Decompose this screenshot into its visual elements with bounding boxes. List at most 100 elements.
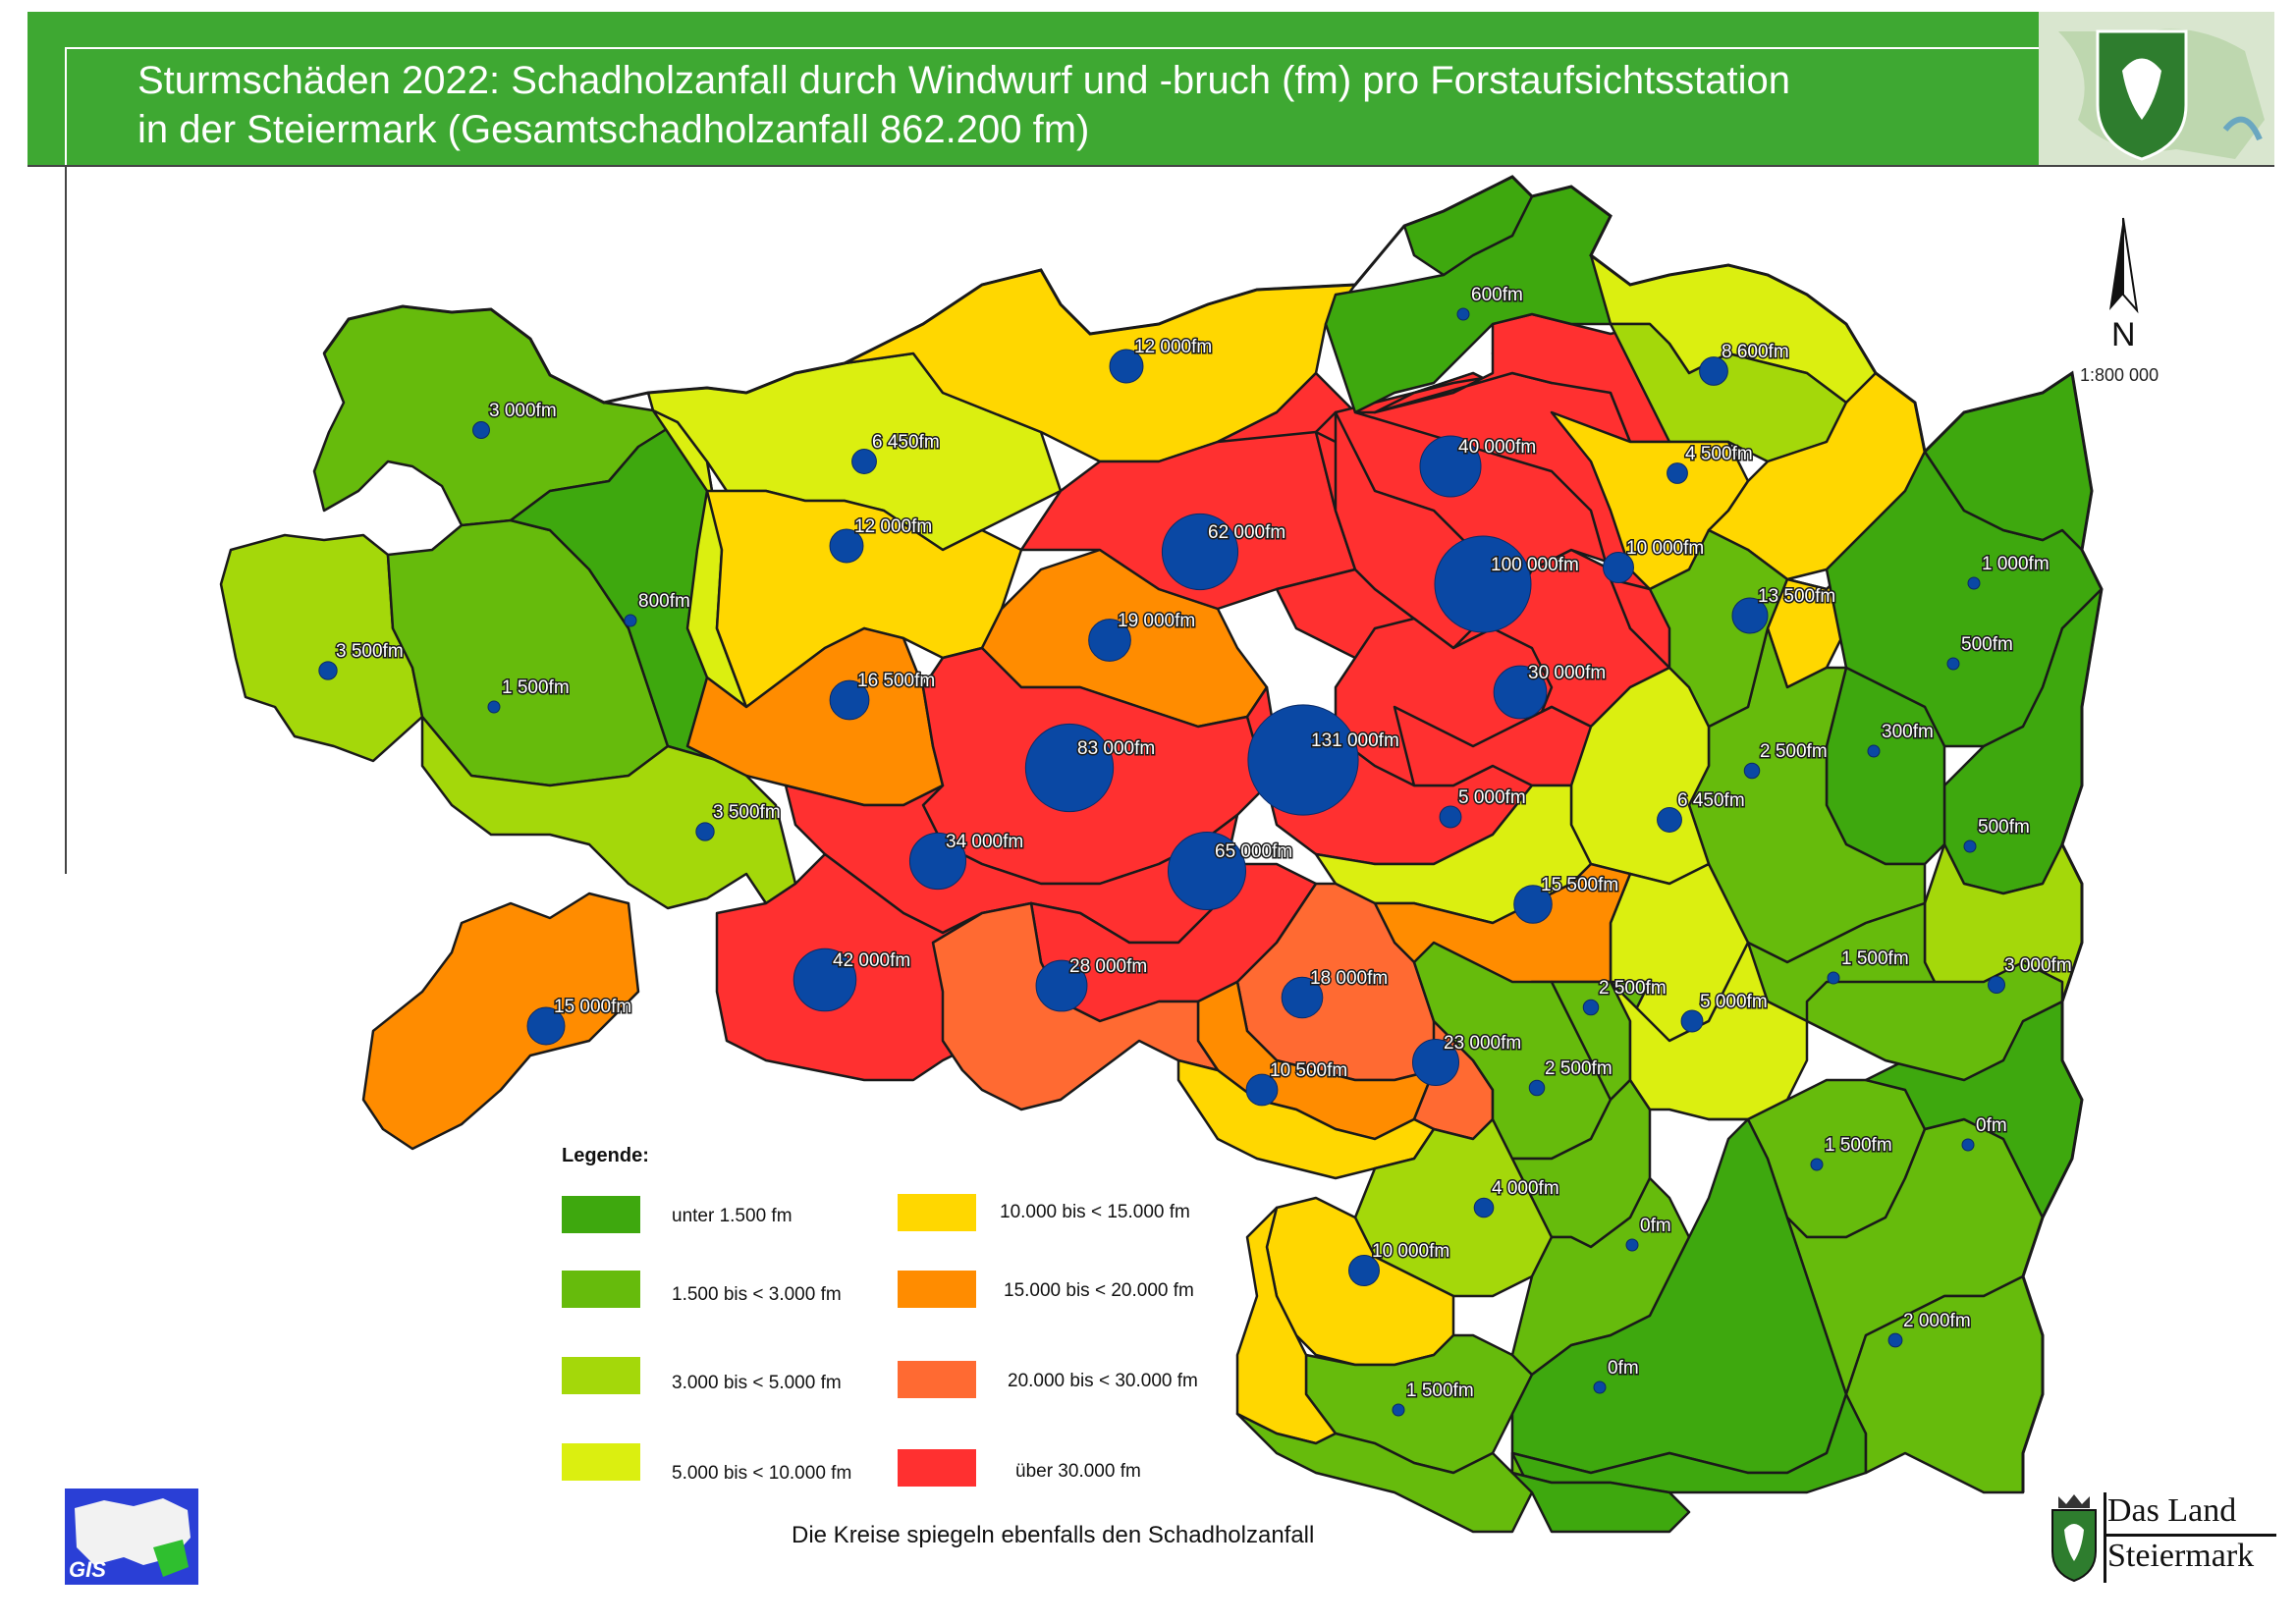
station-circle <box>1035 959 1088 1012</box>
station-label: 10 000fm <box>1372 1241 1449 1262</box>
legend-label-7: 20.000 bis < 30.000 fm <box>1008 1371 1198 1391</box>
station-label: 3 500fm <box>713 802 781 823</box>
station-label: 2 000fm <box>1903 1311 1971 1331</box>
station-circle <box>1167 831 1247 911</box>
region-west-6 <box>361 892 640 1151</box>
station-circle <box>1946 657 1960 671</box>
station-label: 42 000fm <box>833 950 910 971</box>
station-circle <box>1961 1138 1975 1152</box>
station-circle <box>1473 1197 1495 1218</box>
legend-title: Legende: <box>562 1145 649 1166</box>
station-circle <box>1593 1380 1607 1394</box>
station-circle <box>1348 1255 1380 1286</box>
north-label: N <box>2111 316 2136 353</box>
station-label: 65 000fm <box>1215 841 1292 862</box>
legend-swatch-7 <box>898 1361 976 1398</box>
station-label: 2 500fm <box>1599 978 1667 999</box>
station-circle <box>695 822 715 841</box>
title-frame <box>65 47 2050 169</box>
coat-of-arms-icon <box>2051 1494 2097 1583</box>
station-circle <box>1528 1079 1546 1097</box>
station-circle <box>1967 576 1981 590</box>
station-label: 600fm <box>1471 285 1523 305</box>
station-circle <box>1434 535 1532 633</box>
station-label: 1 500fm <box>502 677 570 698</box>
land-steiermark-logo: Das Land Steiermark <box>2047 1492 2282 1591</box>
station-label: 12 000fm <box>1134 337 1212 357</box>
station-label: 131 000fm <box>1311 731 1399 751</box>
station-label: 30 000fm <box>1528 663 1606 683</box>
legend-swatch-6 <box>898 1271 976 1308</box>
region-cs-yellow-4 <box>1609 941 1809 1121</box>
station-label: 13 500fm <box>1758 586 1835 607</box>
station-label: 16 500fm <box>857 671 935 691</box>
logo-divider-horizontal <box>2104 1534 2276 1537</box>
station-label: 2 500fm <box>1760 741 1828 762</box>
station-label: 19 000fm <box>1118 611 1195 631</box>
station-label: 2 500fm <box>1545 1058 1613 1079</box>
station-circle <box>1731 597 1769 634</box>
station-circle <box>1088 619 1131 662</box>
logo-text-line-2: Steiermark <box>2107 1538 2255 1574</box>
legend-swatch-5 <box>898 1194 976 1231</box>
station-circle <box>1439 805 1462 829</box>
station-circle <box>1827 971 1840 985</box>
station-label: 1 500fm <box>1825 1135 1892 1156</box>
legend-label-5: 10.000 bis < 15.000 fm <box>1000 1202 1190 1222</box>
legend-label-8: über 30.000 fm <box>1015 1461 1141 1482</box>
region-west-5 <box>420 715 797 910</box>
map-frame-top <box>27 165 2274 167</box>
station-circle <box>624 614 637 627</box>
station-circle <box>526 1006 566 1046</box>
station-circle <box>1887 1332 1903 1348</box>
legend-swatch-8 <box>898 1449 976 1487</box>
footnote: Die Kreise spiegeln ebenfalls den Schadh… <box>792 1522 1315 1548</box>
station-label: 0fm <box>1976 1115 2007 1136</box>
station-label: 6 450fm <box>1677 790 1745 811</box>
logo-text-line-1: Das Land <box>2107 1492 2237 1529</box>
region-sw-dark-1 <box>1510 1471 1691 1534</box>
station-label: 1 500fm <box>1841 948 1909 969</box>
title-bar <box>27 12 2274 167</box>
station-circle <box>487 700 501 714</box>
legend-label-4: 5.000 bis < 10.000 fm <box>672 1463 852 1484</box>
station-circle <box>1657 807 1682 833</box>
station-circle <box>1161 513 1239 591</box>
station-label: 5 000fm <box>1700 992 1768 1012</box>
station-circle <box>829 679 870 721</box>
station-circle <box>793 947 857 1012</box>
legend-label-6: 15.000 bis < 20.000 fm <box>1004 1280 1194 1301</box>
station-label: 18 000fm <box>1310 968 1388 989</box>
station-label: 28 000fm <box>1069 956 1147 977</box>
station-label: 4 500fm <box>1685 444 1753 464</box>
station-circle <box>1513 885 1553 924</box>
station-circle <box>1603 552 1634 583</box>
station-label: 100 000fm <box>1491 555 1579 575</box>
legend-label-3: 3.000 bis < 5.000 fm <box>672 1373 842 1393</box>
station-circle <box>1625 1238 1639 1252</box>
station-label: 1 500fm <box>1406 1380 1474 1401</box>
station-label: 3 000fm <box>489 401 557 421</box>
station-circle <box>1810 1158 1824 1171</box>
station-label: 3 500fm <box>336 641 404 662</box>
outline <box>322 175 2104 1492</box>
station-label: 5 000fm <box>1458 787 1526 808</box>
station-label: 23 000fm <box>1444 1033 1521 1054</box>
station-label: 500fm <box>1961 634 2013 655</box>
station-label: 1 000fm <box>1982 554 2050 574</box>
district-regions <box>219 175 2104 1534</box>
station-circle <box>1024 723 1115 813</box>
station-circle <box>472 421 490 439</box>
station-circle <box>1281 976 1324 1019</box>
station-circle <box>908 832 967 891</box>
map-title-line-2: in der Steiermark (Gesamtschadholzanfall… <box>137 108 1090 151</box>
station-circle <box>829 528 864 564</box>
station-circle <box>1963 839 1977 853</box>
station-circle <box>1667 462 1688 484</box>
station-label: 300fm <box>1882 722 1934 742</box>
station-circle <box>1456 307 1470 321</box>
station-circle <box>851 449 877 474</box>
coat-of-arms-thumbnail <box>2039 12 2274 167</box>
